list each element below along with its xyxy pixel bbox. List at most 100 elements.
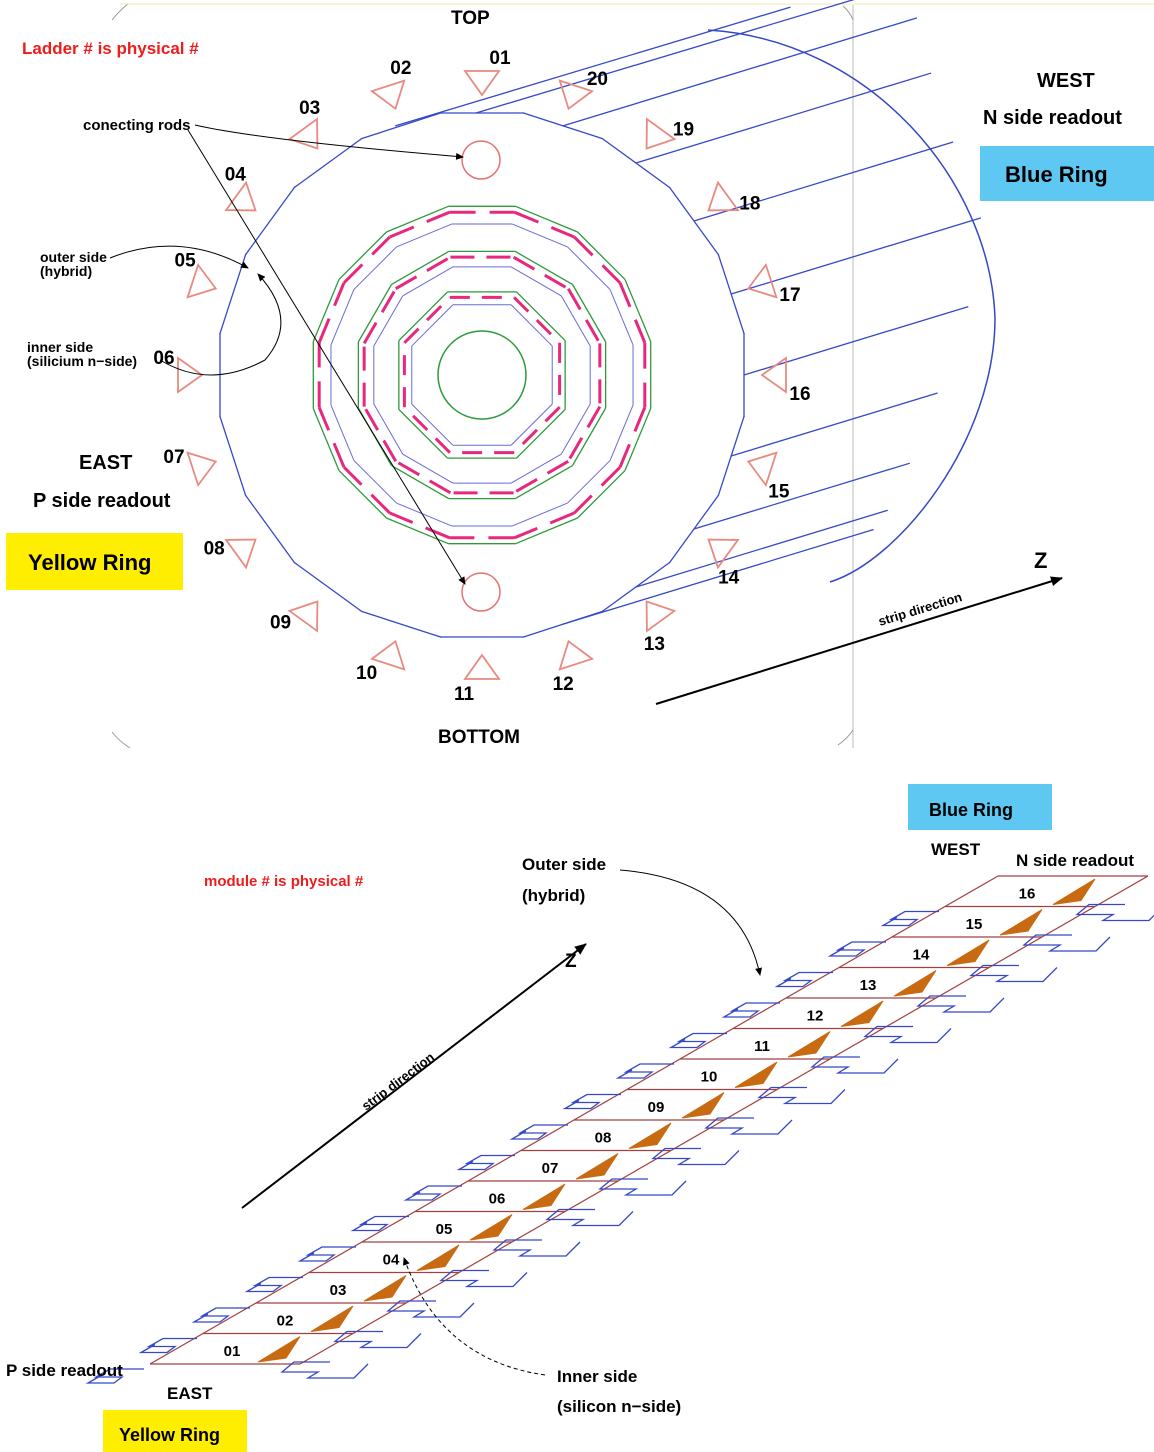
- ladder-number: 19: [673, 119, 694, 140]
- module-number: 07: [542, 1160, 559, 1177]
- z-label-bottom: Z: [565, 951, 577, 972]
- ladder-hybrid-triangle: [707, 180, 740, 212]
- inner-layer-segment: [609, 404, 634, 461]
- ladder-number: 07: [163, 447, 184, 468]
- ladder-number: 16: [789, 384, 810, 405]
- module-hybrid: [681, 1092, 725, 1119]
- inner-layer-segment: [624, 279, 652, 342]
- ladder-number: 05: [175, 251, 197, 272]
- cylinder-ladder-line: [635, 509, 888, 588]
- ladder-number: 18: [739, 194, 760, 215]
- ladder-modules: 01 02 03 04 05 06 07 08 09 10 11 12 13 14 15 16: [85, 875, 1154, 1384]
- ladder-bracket-left: [350, 1215, 409, 1232]
- ladder-bracket-left: [297, 1246, 356, 1262]
- inner-layer-segment: [515, 291, 566, 342]
- inner-layer-segment: [566, 405, 602, 463]
- module-hybrid: [522, 1183, 566, 1210]
- inner-layer-segment: [510, 453, 562, 484]
- ladder-bracket-left: [827, 941, 886, 957]
- inner-layer-segment: [560, 295, 591, 347]
- inner-layer-segment: [513, 406, 561, 454]
- top-diagram: 01 02 03 04 05 06 07 08 09 10 11 12 13 14 15 16 17 18 19 20…: [6, 0, 1154, 749]
- inner-layer-segment: [391, 250, 450, 286]
- inner-layer-segment: [512, 255, 570, 291]
- inner-layer-segment: [394, 255, 452, 291]
- inner-layer-segment: [389, 210, 451, 239]
- ladder-bracket-right: [333, 1330, 422, 1349]
- ladder-segment: [601, 137, 671, 189]
- west-label-bottom: WEST: [931, 840, 981, 859]
- inner-layer-segment: [312, 279, 340, 342]
- inner-layer-segment: [513, 210, 575, 239]
- outer-side-hybrid-label: (hybrid): [40, 263, 92, 279]
- yellow-ring-label-bottom: Yellow Ring: [119, 1425, 220, 1445]
- inner-layer-segment: [398, 291, 449, 342]
- module-number: 13: [860, 977, 877, 994]
- z-arrow-bottom: [241, 943, 587, 1209]
- ladder-bracket-left: [509, 1124, 568, 1140]
- ladder-segment: [244, 186, 296, 256]
- ladder-bracket-right: [280, 1361, 369, 1379]
- inner-layer-segment: [312, 408, 340, 471]
- module-hybrid: [946, 939, 990, 966]
- ladder-number: 02: [390, 58, 411, 79]
- west-readout-bottom: N side readout: [1016, 851, 1134, 870]
- inner-layer-segment: [510, 403, 553, 446]
- module-number: 15: [966, 916, 983, 933]
- module-hybrid: [469, 1214, 513, 1241]
- inner-layer-segment: [362, 287, 398, 345]
- inner-layer-segment: [330, 289, 355, 346]
- ladder-hybrid-triangle: [707, 538, 740, 570]
- inner-layer-segment: [402, 453, 454, 484]
- ladder-bracket-left: [668, 1032, 727, 1049]
- ladder-hybrid-triangle: [177, 356, 204, 394]
- inner-layer-segment: [618, 406, 647, 468]
- ladder-hybrid-triangle: [369, 79, 406, 111]
- yellow-ring-box: [6, 533, 183, 590]
- ladder-bracket-left: [456, 1154, 515, 1171]
- inner-layer-segment: [402, 266, 454, 297]
- inner-layer-segment: [573, 235, 622, 284]
- inner-layer-segment: [571, 407, 607, 466]
- cylinder-ladder-line: [693, 141, 954, 222]
- ladder-hybrid-triangle: [463, 653, 501, 680]
- yellow-ring-label: Yellow Ring: [28, 550, 151, 575]
- ladder-segment: [293, 137, 363, 189]
- outer-side-pointer: [109, 245, 249, 269]
- inner-layer-segment: [411, 304, 454, 347]
- inner-layer-segment: [571, 284, 607, 343]
- module-number: 05: [436, 1221, 453, 1238]
- outer-side-label: outer side: [40, 249, 107, 265]
- inner-layer-segment: [342, 235, 391, 284]
- ladder-number: 11: [454, 684, 475, 705]
- cylinder-ladder-line: [395, 6, 791, 127]
- module-hybrid: [999, 909, 1043, 936]
- inner-layer-segment: [609, 289, 634, 346]
- ladder-hybrids: [177, 70, 787, 680]
- cylinder-outline: [707, 29, 996, 583]
- ladder-number: 08: [204, 538, 225, 559]
- module-note: module # is physical #: [204, 873, 364, 890]
- ladder-segment: [717, 253, 745, 335]
- inner-layer-segment: [338, 231, 387, 280]
- beam-pipe: [437, 330, 527, 420]
- ladder-hybrid-triangle: [287, 600, 319, 633]
- inner-layer-segment: [510, 266, 562, 297]
- module-hybrid: [575, 1153, 619, 1180]
- east-label: EAST: [79, 452, 132, 474]
- inner-layer-segment: [403, 296, 451, 344]
- inner-layer-segment: [373, 295, 404, 347]
- top-label: TOP: [451, 8, 490, 29]
- module-number: 12: [807, 1008, 824, 1025]
- ladder-bracket-right: [704, 1117, 793, 1135]
- ladder-segment: [522, 112, 604, 140]
- ladder-segment: [668, 494, 720, 564]
- ladder-bracket-left: [244, 1276, 303, 1293]
- ladder-hybrid-triangle: [186, 262, 218, 299]
- inner-layer-segment: [577, 470, 626, 519]
- ladder-number: 03: [299, 98, 320, 119]
- inner-layer-segment: [317, 282, 346, 344]
- ladder-segment: [717, 415, 745, 497]
- outer-side-pointer-bottom: [619, 869, 762, 976]
